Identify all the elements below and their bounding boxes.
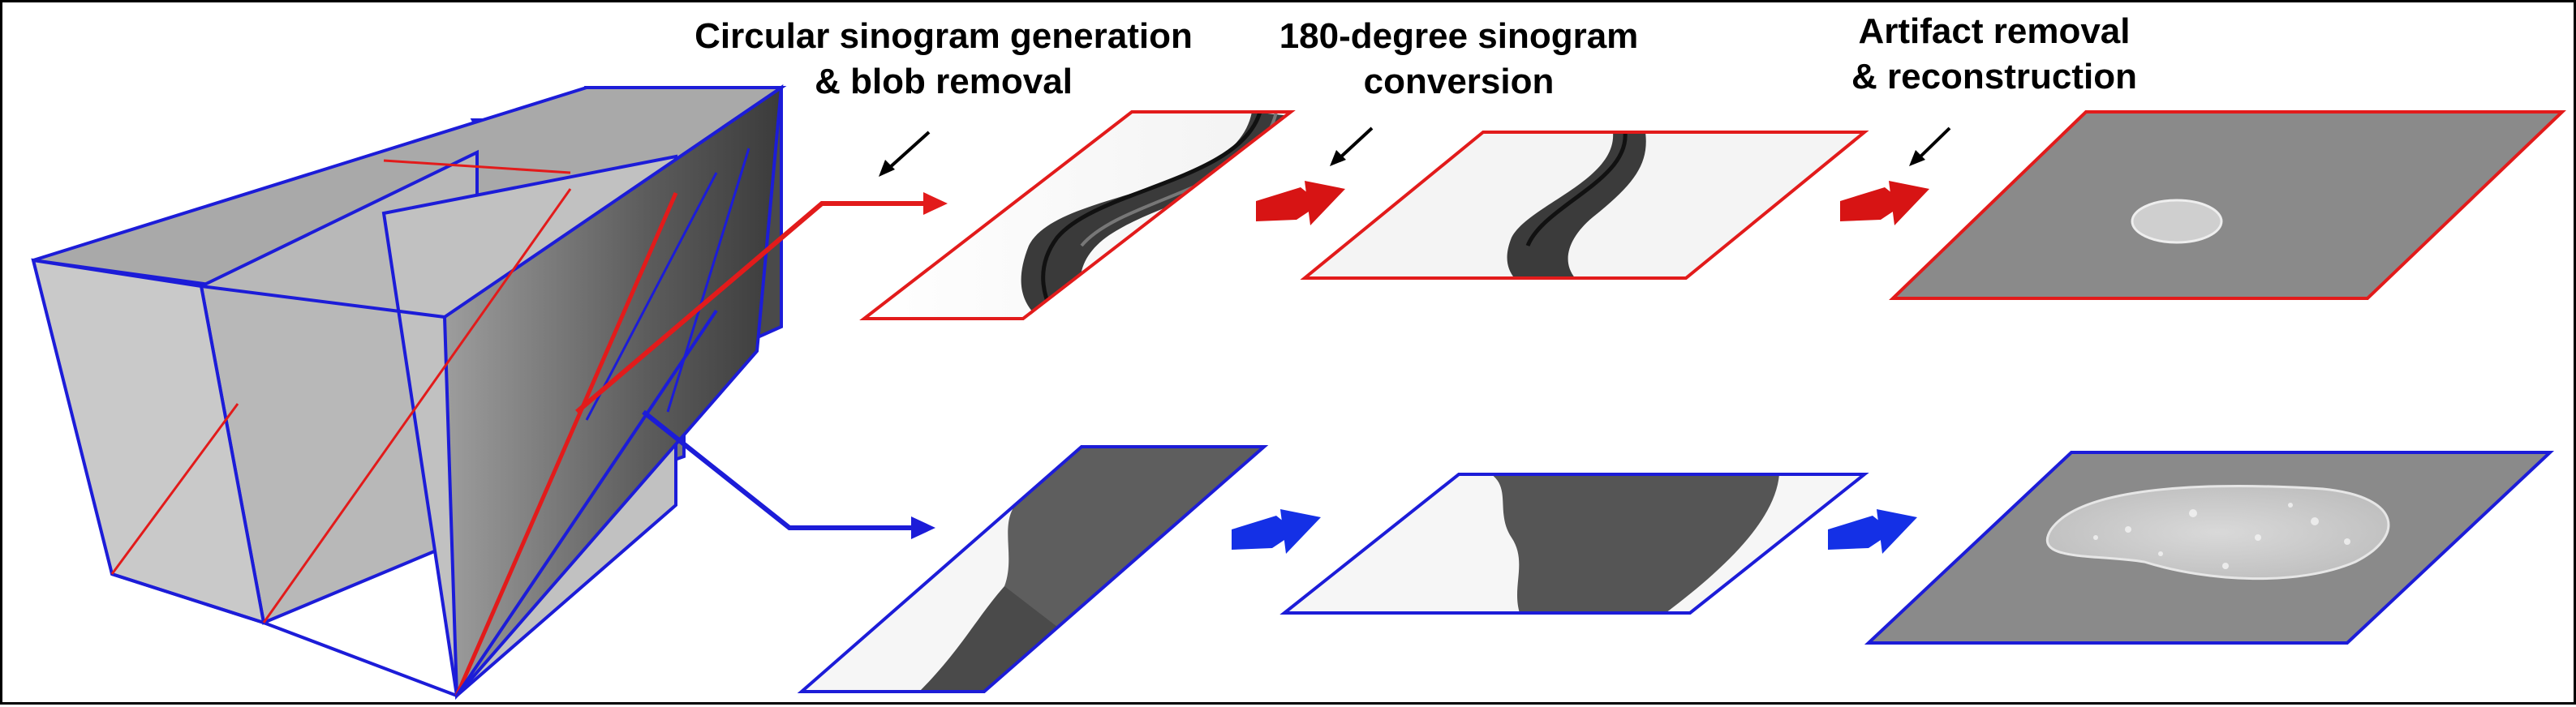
step-label-2-line2: conversion (1363, 62, 1555, 101)
label-pointer-2 (1330, 126, 1374, 166)
top-recon-sample (2131, 199, 2223, 244)
step-label-2-line1: 180-degree sinogram (1279, 16, 1639, 56)
connector-top (575, 192, 948, 414)
top-step-arrow-2 (1840, 181, 1929, 225)
step-label-3-line1: Artifact removal (1858, 11, 2131, 51)
bottom-reconstruction (1864, 451, 2555, 645)
red-cut-line-1 (110, 403, 239, 575)
step-label-3: Artifact removal & reconstruction (1824, 9, 2165, 100)
step-label-2: 180-degree sinogram conversion (1268, 14, 1649, 105)
bottom-step-arrow-1 (1232, 509, 1321, 554)
red-cut-line-2 (262, 188, 572, 623)
step-label-1-line2: & blob removal (815, 62, 1073, 101)
volume-side-face (442, 84, 784, 701)
top-sinogram-180 (1300, 131, 1869, 280)
bottom-sinogram-180 (1279, 473, 1869, 615)
connector-bottom (642, 409, 935, 539)
red-cut-line-3 (454, 192, 678, 696)
bottom-sinogram-circular (797, 445, 1269, 693)
step-label-1: Circular sinogram generation & blob remo… (676, 14, 1211, 105)
label-pointer-3 (1909, 126, 1951, 166)
bottom-step-arrow-2 (1828, 509, 1917, 554)
bottom-recon-sample (2045, 485, 2390, 581)
step-label-1-line1: Circular sinogram generation (695, 16, 1193, 56)
volume-stack (31, 84, 787, 701)
label-pointer-1 (879, 131, 931, 177)
top-step-arrow-1 (1256, 181, 1345, 225)
step-label-3-line2: & reconstruction (1851, 57, 2138, 96)
top-reconstruction (1889, 110, 2566, 300)
